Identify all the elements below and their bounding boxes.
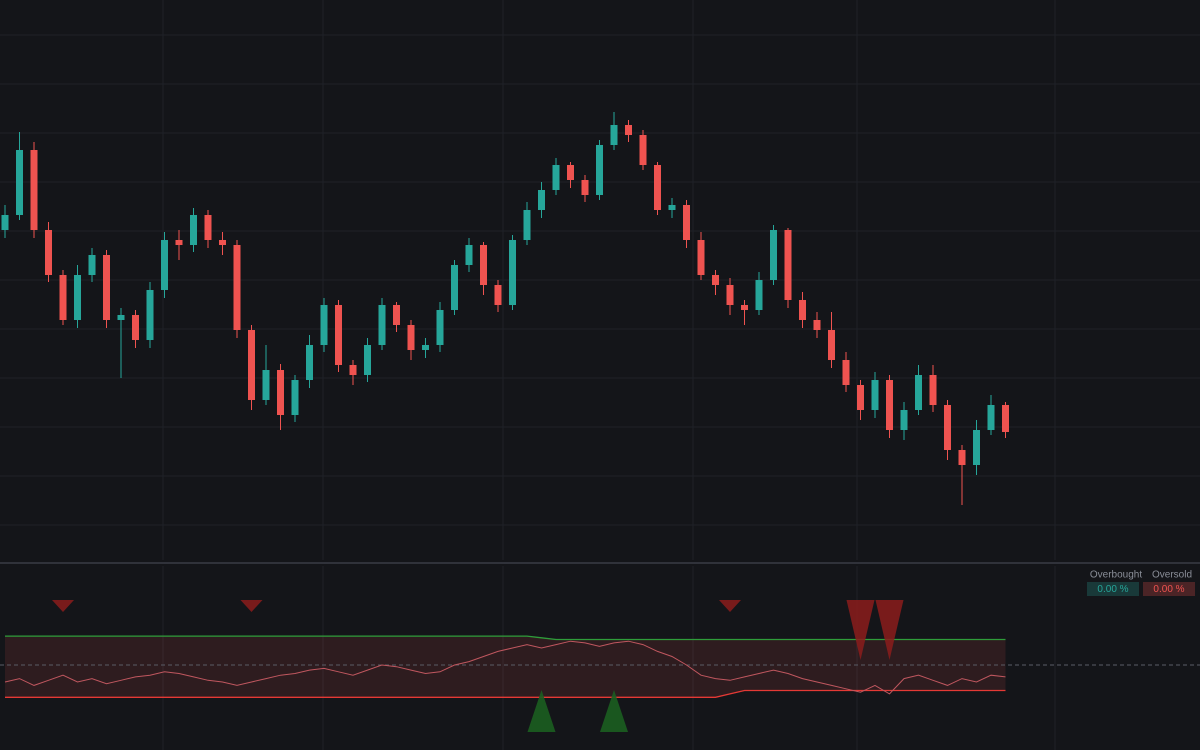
candle-body [668,205,676,210]
candle-body [813,320,821,330]
candle-body [654,165,661,210]
oscillator-line [5,689,1006,698]
legend-value: 0.00 % [1097,584,1128,595]
candle-body [900,410,908,430]
candle-body [378,305,386,345]
candle-body [45,230,52,275]
candle-body [1,215,9,230]
candle-body [306,345,313,380]
candle-body [204,215,212,240]
sell-signal [719,600,741,612]
candle-body [494,285,502,305]
candle-body [103,255,110,320]
candle-body [175,240,183,245]
candle-body [74,275,81,320]
candle-body [741,305,748,310]
sell-signal [846,600,875,660]
candle-body [219,240,226,245]
sell-signal [240,600,263,612]
buy-signal [600,690,628,732]
candle-body [132,315,139,340]
oscillator-line [4,640,1006,695]
oscillator-line [5,635,1006,641]
candle-body [929,375,937,405]
candle-body [277,370,284,415]
candle-body [596,145,603,195]
candle-body [726,285,734,305]
candle-body [349,365,357,375]
candle-body [828,330,835,360]
candle-body [161,240,168,290]
candle-body [422,345,429,350]
candle-body [973,430,980,465]
candle-body [509,240,516,305]
candle-body [625,125,632,135]
candle-body [610,125,618,145]
candle-body [16,150,23,215]
candle-body [190,215,197,245]
candle-body [581,180,589,195]
candle-body [944,405,951,450]
candle-body [364,345,371,375]
candle-body [335,305,342,365]
legend-value-box [1087,582,1139,596]
candle-body [683,205,690,240]
candle-body [987,405,995,430]
buy-signal [527,690,556,732]
candle-body [59,275,67,320]
candle-body [451,265,458,310]
candle-body [770,230,777,280]
band-fill [5,636,1006,698]
candle-body [799,300,806,320]
candle-body [320,305,328,345]
legend-label: Oversold [1152,570,1192,581]
candle-body [639,135,647,165]
candle-body [393,305,400,325]
candle-body [552,165,560,190]
candle-body [958,450,966,465]
candle-body [857,385,864,410]
candle-body [712,275,719,285]
candle-body [523,210,531,240]
candle-body [233,245,241,330]
legend-value-box [1143,582,1195,596]
candle-body [755,280,763,310]
candle-body [915,375,922,410]
candle-body [480,245,487,285]
candle-body [88,255,96,275]
candle-body [262,370,270,400]
candle-body [871,380,879,410]
candle-body [146,290,154,340]
candle-body [842,360,850,385]
legend-value: 0.00 % [1153,584,1184,595]
candle-body [30,150,38,230]
legend-label: Overbought [1090,570,1142,581]
candle-body [465,245,473,265]
candle-body [886,380,893,430]
candle-body [1002,405,1009,432]
candle-body [567,165,574,180]
candle-body [784,230,792,300]
sell-signal [52,600,74,612]
candle-body [538,190,545,210]
candle-body [248,330,255,400]
candle-body [407,325,415,350]
sell-signal [875,600,904,660]
candle-body [436,310,444,345]
candle-body [697,240,705,275]
candle-body [117,315,125,320]
candle-body [291,380,299,415]
